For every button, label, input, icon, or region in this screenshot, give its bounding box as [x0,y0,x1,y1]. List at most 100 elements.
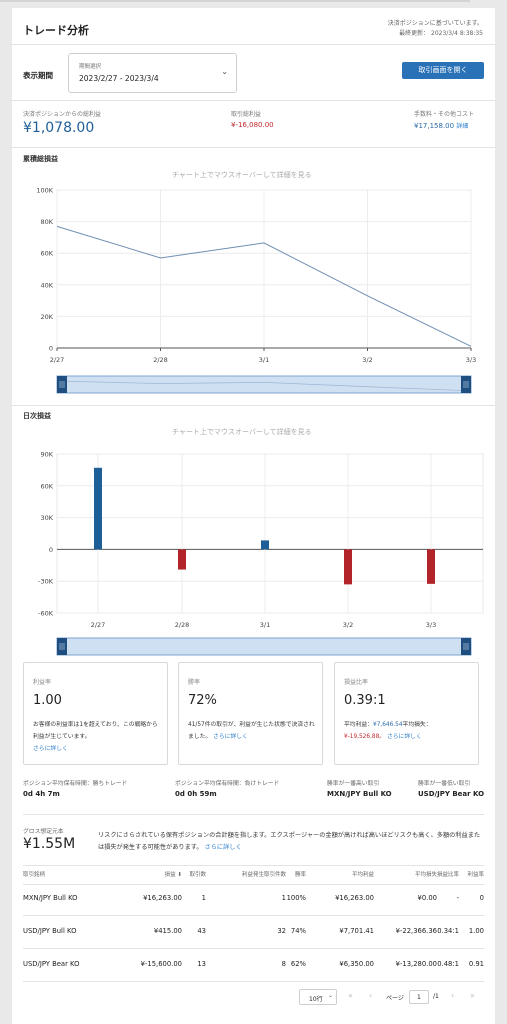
divider [12,147,495,148]
x-tick-label: 3/2 [343,621,353,629]
last-page-icon[interactable]: » [470,991,475,1000]
page-label: ページ [386,995,404,1002]
divider [23,865,484,866]
card-label: 損益比率 [344,679,369,686]
page-total: /1 [433,993,439,1000]
cell-trades: 13 [197,960,206,968]
stat-value: USD/JPY Bear KO [418,790,485,798]
page-input[interactable]: 1 [409,990,429,1004]
previous-page-icon[interactable]: ‹ [369,991,373,1000]
cell-avg-profit: ¥7,701.41 [339,927,374,935]
column-header[interactable]: 利益発生取引件数 [241,872,286,878]
fees-value: ¥17,158.00 [414,122,455,130]
first-page-icon[interactable]: « [348,991,353,1000]
divider [12,44,495,45]
divider [23,981,484,982]
column-header-sorted[interactable]: 損益 ⬇ [164,872,182,878]
fees-detail-link[interactable]: 詳細 [456,123,469,130]
y-tick-label: 20K [40,313,53,321]
bar [261,540,269,550]
column-header[interactable]: 取引数 [189,872,206,878]
update-note: 決済ポジションに基づいています。 最終更新： 2023/3/4 8:38:35 [388,19,483,39]
learn-more-link[interactable]: さらに詳しく [213,734,248,740]
cell-win-rate: 100% [286,894,306,902]
next-page-icon[interactable]: › [451,991,455,1000]
card-text: お客様の利益率は1を超えており、この戦略から利益が生じています。 さらに詳しく [33,719,161,755]
column-header[interactable]: 損益比率 [436,872,459,878]
rows-per-page-select[interactable]: 10行 ⌄ [299,989,337,1005]
cell-avg-profit: ¥6,350.00 [339,960,374,968]
trade-pl-value: ¥-16,080.00 [231,121,274,129]
cumulative-hint: チャート上でマウスオーバーして詳細を見る [172,171,312,179]
card-text: 41/57件の取引が、利益が生じた状態で決済されました。 さらに詳しく [188,719,316,743]
x-tick-label: 3/1 [259,356,269,364]
column-header[interactable]: 利益率 [467,872,484,878]
divider [12,405,495,406]
cell-avg-loss: ¥-22,366.36 [395,927,437,935]
stat-label: ポジション平均保有時間：負けトレード [175,781,280,787]
learn-more-link[interactable]: さらに詳しく [204,844,242,851]
column-header[interactable]: 勝率 [294,872,306,878]
learn-more-link[interactable]: さらに詳しく [386,734,422,740]
card-description: お客様の利益率は1を超えており、この戦略から利益が生じています。 [33,722,158,740]
cell-profit-factor: 1.00 [468,927,484,935]
y-tick-label: -60K [38,610,54,618]
column-header[interactable]: 平均損失 [414,872,437,878]
plot-area [56,453,484,614]
chevron-down-icon: ⌄ [328,992,334,999]
cell-winning-trades: 1 [281,894,286,902]
profit-ratio-card: 利益率 1.00 お客様の利益率は1を超えており、この戦略から利益が生じています… [23,662,168,765]
stat-label: ポジション平均保有時間：勝ちトレード [23,781,128,787]
cell-pl: ¥-15,600.00 [140,960,182,968]
y-tick-label: 30K [40,514,53,522]
open-trading-button[interactable]: 取引画面を開く [402,62,484,79]
daily-chart[interactable]: -60K -30K 0 30K 60K 90K 2/27 2/28 3/1 3/2 3/3 [12,440,495,658]
y-tick-label: 60K [40,250,53,258]
cumulative-chart[interactable]: 0 20K 40K 60K 80K 100K 2/27 2/28 3/1 3/2 3/3 [12,182,495,407]
range-navigator [56,375,472,394]
exposure-value: ¥1.55M [23,836,76,852]
column-header[interactable]: 平均利益 [351,872,374,878]
y-tick-label: -30K [38,578,54,586]
fees-label: 手数料・その他コスト [414,111,475,118]
divider [23,915,484,916]
total-pl-label: 決済ポジションからの総利益 [23,111,102,118]
cell-pl-ratio: - [456,894,459,902]
y-tick-label: 100K [36,187,53,195]
card-value: 72% [188,693,217,708]
period-select[interactable]: 期間選択 2023/2/27 - 2023/3/4 ⌄ [68,53,237,93]
cell-pl: ¥16,263.00 [143,894,182,902]
y-tick-label: 40K [40,281,53,289]
card-label: 利益率 [33,679,52,686]
x-tick-label: 3/3 [426,621,436,629]
x-tick-label: 2/28 [175,621,190,629]
cell-avg-loss: ¥-13,280.00 [395,960,437,968]
divider [23,948,484,949]
range-navigator [56,637,472,656]
cell-profit-factor: 0.91 [468,960,484,968]
basis-note: 決済ポジションに基づいています。 [387,20,483,27]
stat-value: 0d 0h 59m [175,790,217,798]
bar [94,467,102,550]
cell-pl-ratio: 0.48:1 [437,960,459,968]
cell-trades: 43 [197,927,206,935]
x-tick-label: 3/2 [362,356,372,364]
cell-winning-trades: 8 [281,960,286,968]
cell-pl-ratio: 0.34:1 [437,927,459,935]
cell-symbol: USD/JPY Bull KO [23,927,77,935]
total-pl-value: ¥1,078.00 [23,120,95,136]
cell-avg-loss: ¥0.00 [417,894,437,902]
cell-win-rate: 74% [290,927,306,935]
avg-loss-value: ¥-19,526.88。 [344,734,386,740]
stat-label: 勝率が一番低い取引 [418,781,471,787]
y-tick-label: 80K [40,218,53,226]
chevron-down-icon: ⌄ [221,67,228,76]
learn-more-link[interactable]: さらに詳しく [33,746,68,752]
column-header[interactable]: 取引銘柄 [23,872,46,878]
cell-avg-profit: ¥16,263.00 [335,894,374,902]
daily-title: 日次損益 [23,412,51,420]
stat-label: 勝率が一番高い取引 [327,781,380,787]
avg-loss-prefix: 平均損失： [402,722,432,728]
cell-trades: 1 [201,894,206,902]
x-tick-label: 3/3 [466,356,476,364]
